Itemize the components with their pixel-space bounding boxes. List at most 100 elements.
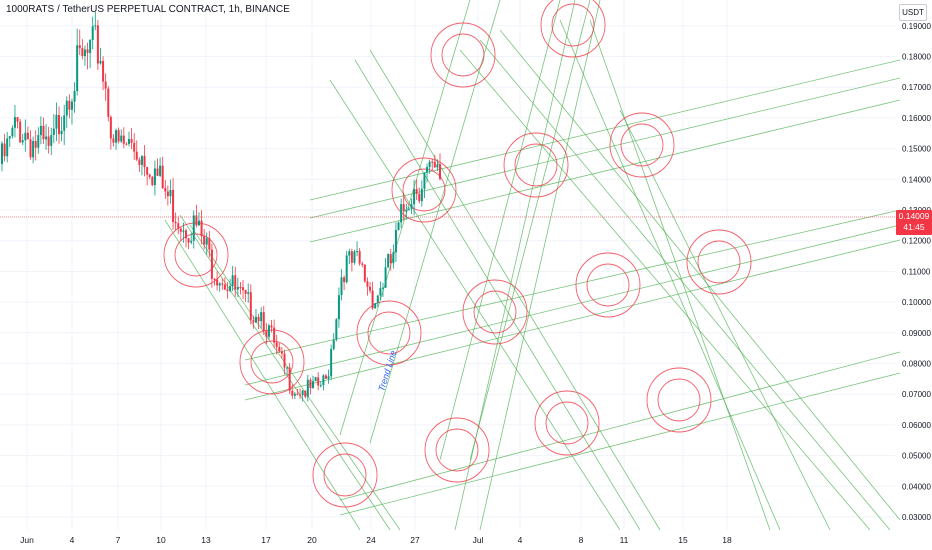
x-tick-label: 4 — [70, 535, 75, 545]
y-tick-label: 0.12000 — [902, 237, 931, 246]
fib-circle[interactable] — [503, 132, 569, 198]
fib-circle[interactable] — [646, 367, 712, 433]
candle — [37, 135, 40, 148]
fib-line[interactable] — [479, 0, 601, 531]
candle — [166, 191, 169, 197]
fib-circle[interactable] — [367, 311, 411, 355]
candle — [418, 193, 421, 202]
fib-line[interactable] — [189, 224, 401, 531]
candle — [159, 165, 162, 176]
fib-circle[interactable] — [462, 279, 528, 345]
x-tick-label: 4 — [518, 535, 523, 545]
candle — [143, 156, 146, 168]
candle — [242, 287, 245, 291]
fib-circle[interactable] — [551, 3, 595, 47]
candle — [428, 161, 431, 168]
fib-line[interactable] — [439, 0, 561, 461]
candle — [190, 240, 193, 243]
fib-circle[interactable] — [174, 233, 218, 277]
fib-circle[interactable] — [686, 229, 752, 295]
symbol-title: 1000RATS / TetherUS PERPETUAL CONTRACT, … — [6, 4, 290, 15]
fib-circle[interactable] — [163, 222, 229, 288]
candle — [317, 377, 320, 386]
fib-circle[interactable] — [697, 240, 741, 284]
candle — [358, 251, 361, 264]
candle — [379, 288, 382, 296]
fib-circle[interactable] — [435, 428, 479, 472]
candle — [125, 143, 128, 145]
candle — [299, 394, 302, 396]
candle — [34, 141, 37, 148]
candle — [413, 189, 416, 205]
y-tick-label: 0.09000 — [902, 329, 931, 338]
fib-line[interactable] — [244, 224, 901, 386]
candle — [89, 40, 92, 53]
fib-line[interactable] — [454, 0, 576, 531]
fib-circle[interactable] — [441, 33, 485, 77]
fib-circle[interactable] — [540, 0, 606, 58]
candle — [47, 136, 50, 146]
y-tick-label: 0.08000 — [902, 360, 931, 369]
fib-line[interactable] — [559, 19, 781, 531]
candle — [169, 190, 172, 197]
candle — [161, 165, 164, 189]
fib-circle[interactable] — [586, 263, 630, 307]
x-tick-label: 17 — [261, 535, 271, 545]
candle — [283, 353, 286, 368]
fib-circle[interactable] — [620, 123, 664, 167]
candle — [11, 127, 14, 137]
fib-line[interactable] — [469, 0, 591, 461]
fib-circle[interactable] — [323, 453, 367, 497]
candle — [135, 151, 138, 160]
y-tick-label: 0.14000 — [902, 175, 931, 184]
fib-line[interactable] — [339, 351, 901, 501]
fib-circle[interactable] — [250, 340, 294, 384]
fib-circle[interactable] — [534, 390, 600, 456]
candle — [153, 168, 156, 186]
fib-circle[interactable] — [312, 442, 378, 508]
currency-unit-badge[interactable]: USDT — [899, 4, 927, 21]
fib-line[interactable] — [619, 109, 831, 531]
fib-line[interactable] — [244, 239, 901, 401]
candle — [343, 277, 346, 283]
fib-circle[interactable] — [402, 168, 446, 212]
fib-line[interactable] — [339, 0, 471, 436]
fib-line[interactable] — [339, 372, 901, 516]
fib-circle[interactable] — [657, 378, 701, 422]
fib-line[interactable] — [369, 0, 501, 444]
bar-countdown: 41:45 — [903, 222, 925, 232]
fib-line[interactable] — [459, 49, 871, 531]
fib-circle[interactable] — [391, 157, 457, 223]
candle — [288, 367, 291, 391]
fib-circle[interactable] — [575, 252, 641, 318]
fib-line[interactable] — [589, 19, 771, 531]
candle — [78, 45, 81, 49]
candle — [234, 275, 237, 290]
candle — [229, 286, 232, 291]
fib-circle[interactable] — [356, 300, 422, 366]
fib-line[interactable] — [179, 214, 391, 531]
fib-circle[interactable] — [545, 401, 589, 445]
candle — [249, 292, 252, 321]
candle — [197, 220, 200, 226]
fib-line[interactable] — [479, 39, 891, 531]
fib-circle[interactable] — [473, 290, 517, 334]
fib-circle[interactable] — [424, 417, 490, 483]
fib-circle[interactable] — [239, 329, 305, 395]
fib-circle[interactable] — [430, 22, 496, 88]
candles — [1, 11, 441, 402]
fib-line[interactable] — [244, 209, 901, 361]
fib-circle[interactable] — [609, 112, 675, 178]
candle — [361, 263, 364, 265]
fib-line[interactable] — [369, 49, 661, 531]
fib-line[interactable] — [164, 219, 361, 531]
fib-line[interactable] — [499, 29, 901, 521]
candle — [366, 281, 369, 287]
fib-line[interactable] — [309, 77, 901, 219]
y-tick-label: 0.19000 — [902, 22, 931, 31]
fib-line[interactable] — [354, 59, 641, 531]
candle — [102, 60, 105, 82]
candle — [286, 367, 289, 369]
fib-circle[interactable] — [514, 143, 558, 187]
